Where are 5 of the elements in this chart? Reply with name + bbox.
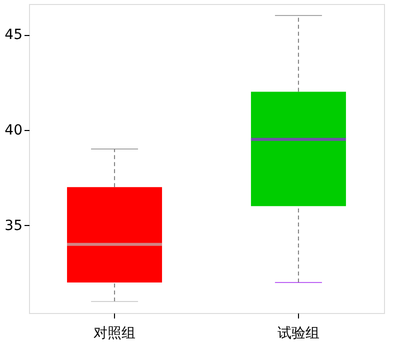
x-tick-label: 试验组 — [277, 326, 320, 342]
y-tick-label: 45 — [4, 27, 22, 44]
y-tick-label: 35 — [4, 218, 22, 234]
y-tick-label: 40 — [4, 122, 22, 138]
x-tick-label: 对照组 — [94, 326, 136, 342]
